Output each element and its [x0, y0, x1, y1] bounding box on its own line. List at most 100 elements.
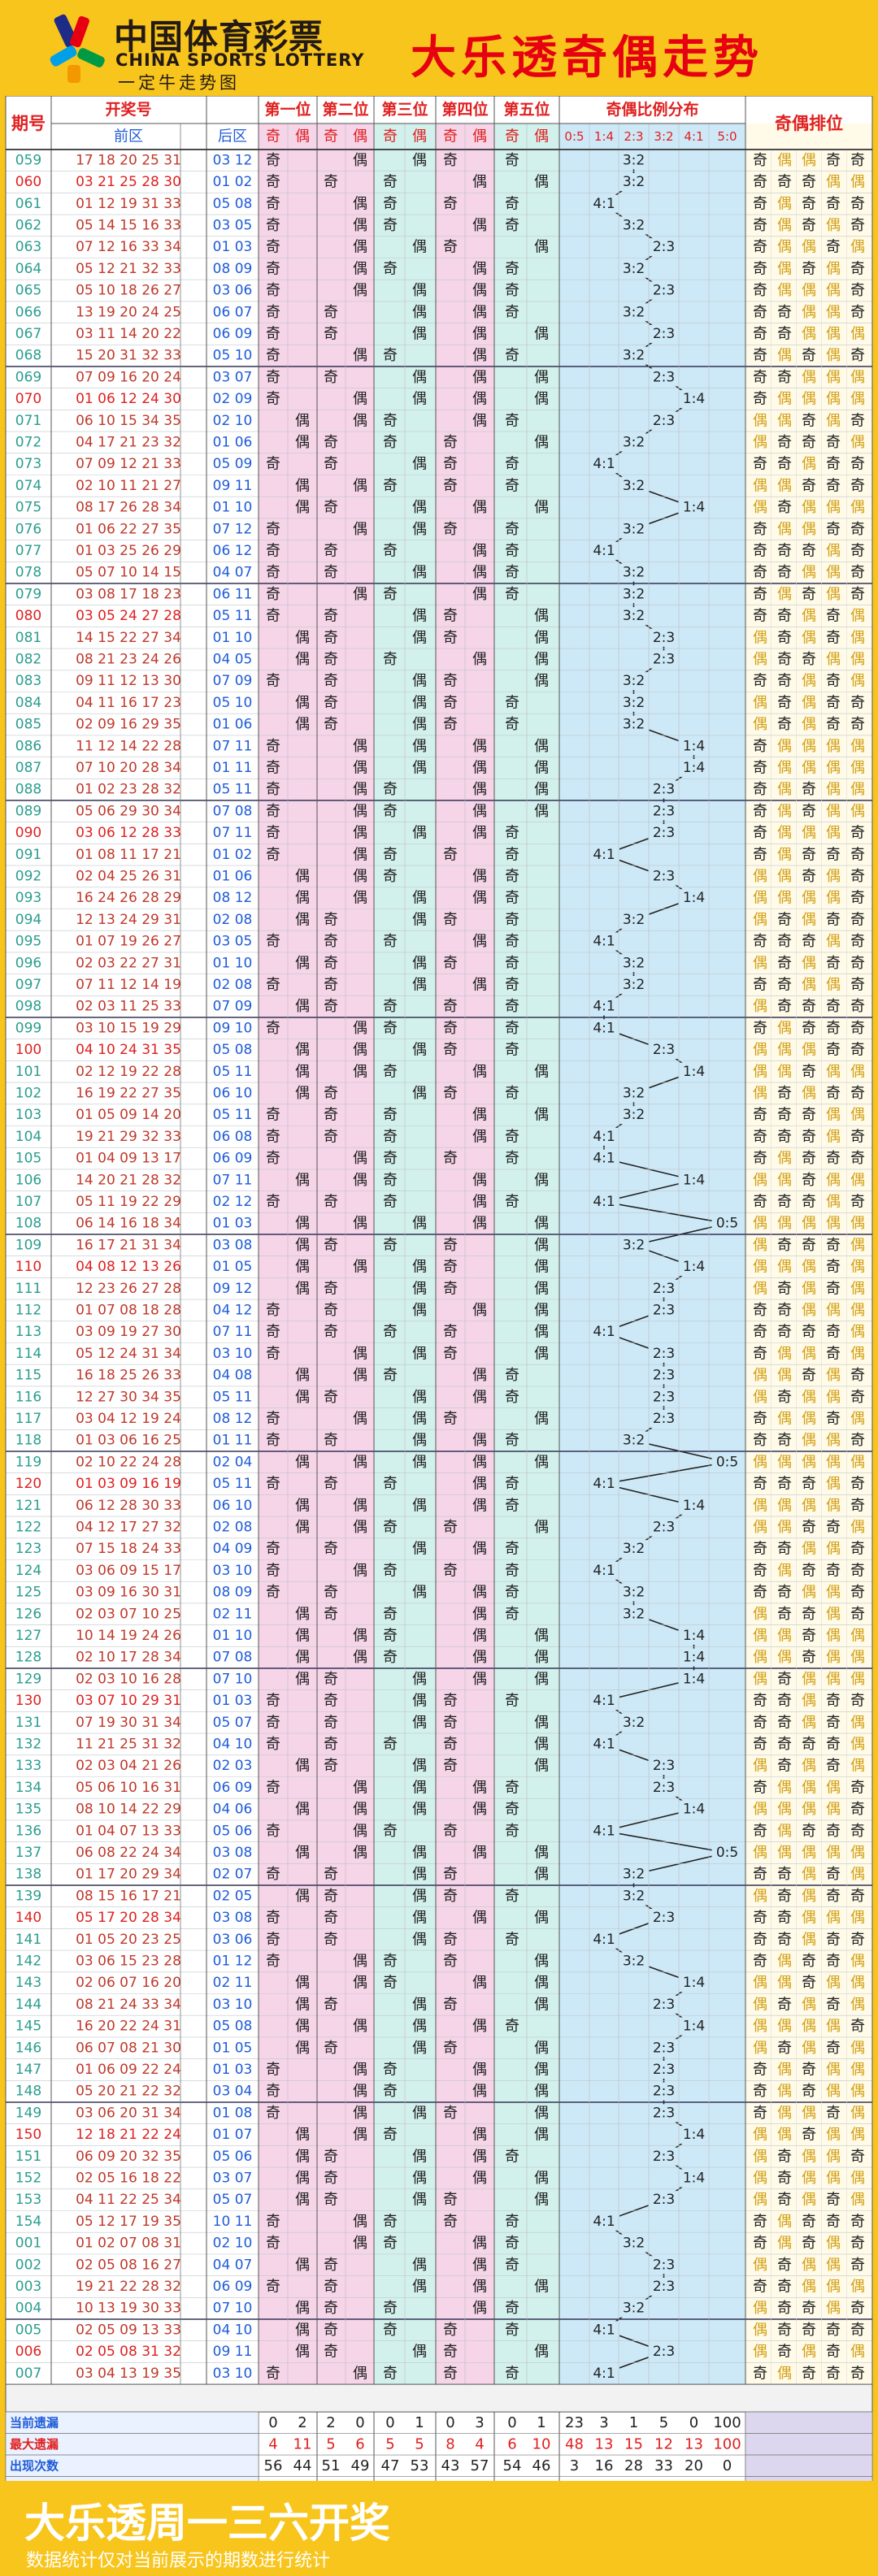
front-numbers-148: 05 20 21 22 32	[76, 2084, 181, 2100]
pattern-char: 奇	[850, 412, 865, 429]
pattern-char: 奇	[826, 2344, 841, 2361]
ratio-point-148: 2:3	[653, 2084, 675, 2100]
issue-134: 134	[15, 1780, 41, 1796]
pattern-char: 偶	[826, 304, 841, 321]
parity-pattern-152: 偶奇偶偶偶	[753, 2170, 865, 2187]
ratio-point-082: 2:3	[653, 651, 675, 667]
back-numbers-111: 09 12	[213, 1281, 253, 1297]
parity-mark: 偶	[412, 1302, 427, 1319]
stat-value: 48	[565, 2435, 584, 2452]
parity-mark: 奇	[324, 434, 338, 451]
issue-154: 154	[15, 2214, 41, 2230]
parity-mark: 奇	[383, 2083, 398, 2100]
back-numbers-150: 01 07	[213, 2127, 253, 2143]
parity-mark: 偶	[295, 2300, 310, 2317]
front-numbers-125: 03 09 16 30 31	[76, 1585, 181, 1601]
issue-075: 075	[15, 500, 41, 516]
pattern-char: 奇	[802, 1324, 816, 1341]
pattern-char: 奇	[850, 564, 865, 581]
pattern-char: 偶	[802, 673, 816, 690]
pattern-char: 偶	[753, 651, 767, 668]
parity-mark: 奇	[443, 673, 458, 690]
pattern-char: 偶	[850, 2061, 865, 2078]
parity-mark: 偶	[353, 1562, 367, 1579]
parity-mark: 偶	[472, 2257, 487, 2274]
front-numbers-062: 05 14 15 16 33	[76, 217, 181, 233]
parity-mark: 奇	[383, 2127, 398, 2144]
pattern-char: 偶	[777, 2061, 792, 2078]
pattern-char: 偶	[850, 1649, 865, 1666]
parity-pattern-006: 偶奇偶奇偶	[753, 2344, 865, 2361]
pattern-char: 奇	[826, 1693, 841, 1710]
pattern-char: 偶	[777, 825, 792, 842]
parity-pattern-064: 奇偶奇偶奇	[753, 260, 865, 277]
back-numbers-078: 04 07	[213, 565, 253, 581]
parity-mark: 奇	[443, 1519, 458, 1536]
parity-mark: 奇	[324, 1280, 338, 1297]
back-numbers-112: 04 12	[213, 1302, 253, 1318]
ratio-col-3-header: 3:2	[654, 129, 673, 144]
parity-mark: 偶	[534, 1259, 549, 1276]
pattern-char: 奇	[777, 1671, 792, 1688]
pattern-char: 奇	[850, 542, 865, 559]
issue-109: 109	[15, 1237, 41, 1253]
pattern-char: 奇	[802, 2300, 816, 2317]
stat-value: 100	[713, 2435, 741, 2452]
parity-mark: 偶	[472, 1779, 487, 1796]
back-numbers-075: 01 10	[213, 500, 253, 516]
parity-pattern-125: 奇奇偶偶奇	[753, 1584, 865, 1601]
ratio-point-113: 4:1	[593, 1324, 615, 1340]
parity-mark: 奇	[324, 2344, 338, 2361]
pattern-char: 偶	[753, 1280, 767, 1297]
stat-value: 53	[411, 2457, 429, 2474]
ratio-point-114: 2:3	[653, 1346, 675, 1362]
pattern-char: 奇	[850, 2365, 865, 2382]
issue-002: 002	[15, 2257, 41, 2273]
pattern-char: 奇	[777, 1736, 792, 1753]
parity-mark: 奇	[383, 1150, 398, 1167]
parity-pattern-122: 偶偶奇奇偶	[753, 1519, 865, 1536]
front-numbers-139: 08 15 16 17 21	[76, 1888, 181, 1904]
parity-pattern-084: 偶奇偶奇奇	[753, 694, 865, 711]
front-numbers-118: 01 03 06 16 25	[76, 1433, 181, 1449]
issue-131: 131	[15, 1715, 41, 1731]
page-header: 中国体育彩票 CHINA SPORTS LOTTERY 一定牛走势图 大乐透奇偶…	[0, 0, 878, 96]
parity-mark: 偶	[412, 1996, 427, 2013]
parity-mark: 偶	[534, 1410, 549, 1427]
pattern-char: 奇	[802, 1736, 816, 1753]
parity-mark: 偶	[534, 1844, 549, 1861]
parity-pattern-117: 奇偶偶奇偶	[753, 1410, 865, 1427]
parity-mark: 奇	[505, 1606, 519, 1623]
issue-085: 085	[15, 717, 41, 733]
parity-mark: 奇	[505, 347, 519, 364]
parity-pattern-135: 偶偶偶偶奇	[753, 1801, 865, 1818]
parity-mark: 偶	[472, 499, 487, 516]
parity-mark: 奇	[324, 2257, 338, 2274]
pattern-char: 偶	[850, 1975, 865, 1992]
ratio-label-bg	[589, 1323, 619, 1342]
pattern-char: 偶	[826, 1302, 841, 1319]
pattern-char: 奇	[802, 1150, 816, 1167]
ratio-label-bg	[648, 1366, 680, 1385]
parity-mark: 偶	[534, 1866, 549, 1883]
pattern-char: 偶	[826, 2235, 841, 2252]
parity-mark: 偶	[534, 2105, 549, 2122]
parity-mark: 奇	[324, 673, 338, 690]
issue-090: 090	[15, 825, 41, 841]
ratio-point-003: 2:3	[653, 2279, 675, 2295]
pattern-char: 奇	[850, 1150, 865, 1167]
issue-127: 127	[15, 1628, 41, 1644]
ratio-label-bg	[648, 2082, 680, 2101]
front-numbers-076: 01 06 22 27 35	[76, 521, 181, 537]
parity-mark: 奇	[505, 456, 519, 473]
parity-mark: 奇	[505, 1931, 519, 1948]
pattern-char: 奇	[850, 890, 865, 907]
pattern-char: 奇	[753, 2061, 767, 2078]
pattern-char: 偶	[777, 1497, 792, 1514]
pattern-char: 奇	[826, 1259, 841, 1276]
ratio-label-bg	[648, 628, 680, 647]
issue-064: 064	[15, 261, 41, 277]
front-numbers-119: 02 10 22 24 28	[76, 1454, 181, 1470]
parity-mark: 奇	[383, 1172, 398, 1189]
parity-mark: 偶	[472, 1172, 487, 1189]
